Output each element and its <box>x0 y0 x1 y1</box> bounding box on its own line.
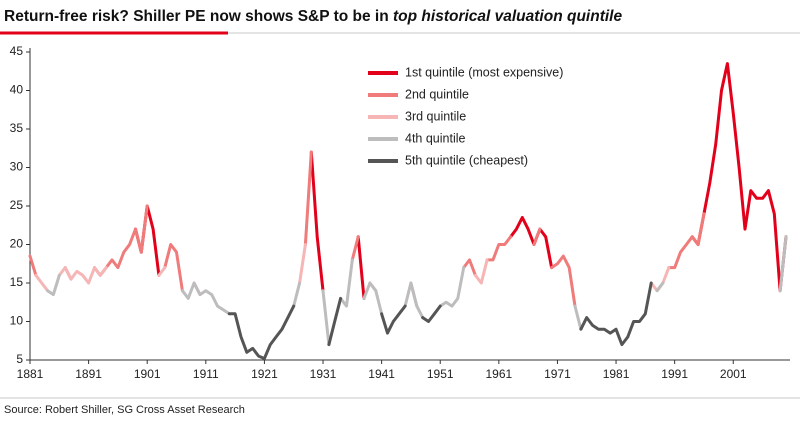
series-line <box>227 281 653 360</box>
x-tick-label: 2001 <box>720 367 747 381</box>
y-tick-label: 45 <box>10 44 24 58</box>
x-tick-label: 1881 <box>17 367 44 381</box>
legend-label: 1st quintile (most expensive) <box>405 65 563 79</box>
x-tick-label: 1901 <box>134 367 161 381</box>
series-line <box>46 235 788 347</box>
legend-label: 2nd quintile <box>405 87 469 101</box>
y-tick-label: 35 <box>10 121 24 135</box>
y-tick-label: 15 <box>10 275 24 289</box>
legend-label: 4th quintile <box>405 131 466 145</box>
y-tick-label: 5 <box>16 352 23 366</box>
x-tick-label: 1931 <box>310 367 337 381</box>
y-tick-label: 20 <box>10 237 24 251</box>
y-tick-label: 25 <box>10 198 24 212</box>
y-tick-label: 40 <box>10 83 24 97</box>
x-tick-label: 1891 <box>75 367 102 381</box>
chart-title: Return-free risk? Shiller PE now shows S… <box>4 8 622 25</box>
title-emphasis: top historical valuation quintile <box>393 8 622 25</box>
x-tick-label: 1981 <box>603 367 630 381</box>
x-tick-label: 1951 <box>427 367 454 381</box>
x-tick-label: 1941 <box>368 367 395 381</box>
legend-label: 3rd quintile <box>405 109 466 123</box>
title-main: Return-free risk? Shiller PE now shows S… <box>4 8 393 25</box>
series-line <box>28 150 706 308</box>
y-tick-label: 30 <box>10 160 24 174</box>
x-tick-label: 1961 <box>485 367 512 381</box>
legend-label: 5th quintile (cheapest) <box>405 153 528 167</box>
source-note: Source: Robert Shiller, SG Cross Asset R… <box>4 404 245 416</box>
x-tick-label: 1921 <box>251 367 278 381</box>
x-tick-label: 1911 <box>193 367 219 381</box>
x-tick-label: 1991 <box>661 367 688 381</box>
y-tick-label: 10 <box>10 314 24 328</box>
x-tick-label: 1971 <box>544 367 571 381</box>
